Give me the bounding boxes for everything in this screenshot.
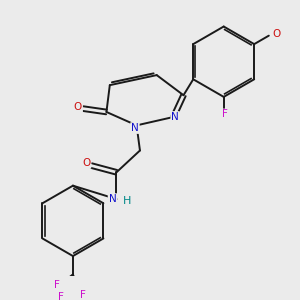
Text: F: F <box>54 280 60 290</box>
Text: H: H <box>123 196 131 206</box>
Text: N: N <box>171 112 179 122</box>
Text: O: O <box>272 29 280 39</box>
Text: N: N <box>131 123 139 133</box>
Text: O: O <box>74 102 82 112</box>
Text: F: F <box>58 292 64 300</box>
Text: O: O <box>82 158 91 168</box>
Text: F: F <box>80 290 86 300</box>
Text: F: F <box>223 110 228 119</box>
Text: N: N <box>109 194 116 204</box>
